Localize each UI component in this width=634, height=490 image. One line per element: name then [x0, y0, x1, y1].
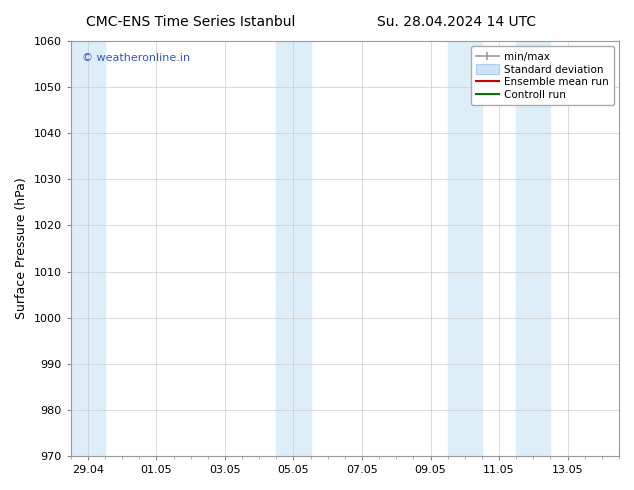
Legend: min/max, Standard deviation, Ensemble mean run, Controll run: min/max, Standard deviation, Ensemble me…: [470, 46, 614, 105]
Bar: [448, 41, 482, 456]
Bar: [71, 41, 105, 456]
Bar: [276, 41, 311, 456]
Text: Su. 28.04.2024 14 UTC: Su. 28.04.2024 14 UTC: [377, 15, 536, 29]
Y-axis label: Surface Pressure (hPa): Surface Pressure (hPa): [15, 178, 28, 319]
Text: © weatheronline.in: © weatheronline.in: [82, 53, 190, 64]
Text: CMC-ENS Time Series Istanbul: CMC-ENS Time Series Istanbul: [86, 15, 295, 29]
Bar: [516, 41, 550, 456]
